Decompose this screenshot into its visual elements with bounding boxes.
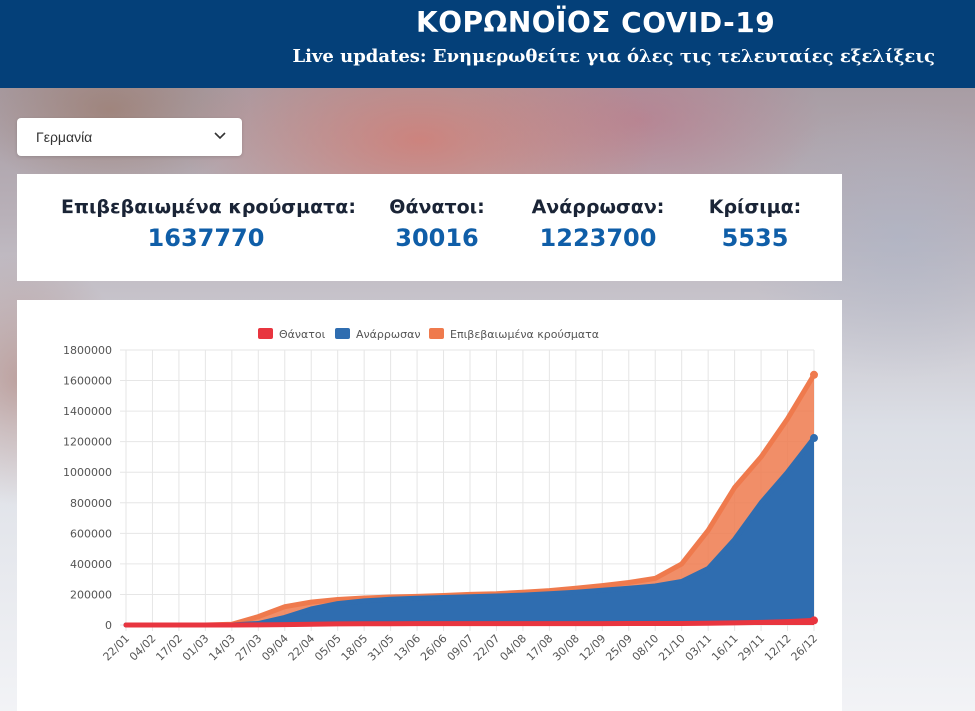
x-tick-label: 29/11 [736,632,768,664]
x-axis-labels: 22/0104/0217/0201/0314/0327/0309/0422/04… [101,632,821,664]
stat-confirmed-label: Επιβεβαιωμένα κρούσματα: [61,196,356,218]
site-header: ΚΟΡΩΝΟΪΟΣ COVID-19 Live updates: Ενημερω… [0,0,975,88]
stat-recovered-label: Ανάρρωσαν: [531,196,665,218]
legend-swatch [429,328,444,339]
chevron-down-icon [214,132,226,140]
x-tick-label: 04/08 [497,632,529,664]
area-recovered [126,438,814,625]
x-tick-label: 12/12 [762,632,794,664]
page-subtitle: Live updates: Ενημερωθείτε για όλες τις … [292,46,935,67]
stat-deaths: Θάνατοι: 30016 [382,196,492,252]
x-tick-label: 09/07 [445,632,477,664]
x-tick-label: 22/01 [101,632,133,664]
stat-critical: Κρίσιμα: 5535 [700,196,810,252]
x-tick-label: 14/03 [206,632,238,664]
x-tick-label: 13/06 [392,632,424,664]
stat-deaths-label: Θάνατοι: [389,196,485,218]
x-tick-label: 16/11 [709,632,741,664]
stat-recovered: Ανάρρωσαν: 1223700 [528,196,668,252]
legend-label: Επιβεβαιωμένα κρούσματα [450,328,599,341]
x-tick-label: 03/11 [683,632,715,664]
legend-swatch [335,328,350,339]
x-tick-label: 30/08 [550,632,582,664]
y-tick-label: 400000 [70,558,112,571]
x-tick-label: 27/03 [233,632,265,664]
y-axis-labels: 1800000 1600000 1400000 1200000 1000000 80000… [63,344,112,632]
line-deaths [123,617,817,628]
y-tick-label: 0 [105,619,112,632]
x-tick-label: 18/05 [339,632,371,664]
chart-panel: 1800000 1600000 1400000 1200000 1000000 80000… [17,300,842,711]
x-tick-label: 26/12 [789,632,821,664]
x-tick-label: 26/06 [418,632,450,664]
y-tick-label: 600000 [70,527,112,540]
chart-lines [123,370,818,628]
x-tick-label: 31/05 [365,632,397,664]
x-tick-label: 22/04 [286,632,318,664]
x-tick-label: 01/03 [180,632,212,664]
y-tick-label: 200000 [70,588,112,601]
x-tick-label: 05/05 [312,632,344,664]
point-confirmed [810,370,818,379]
x-tick-label: 12/09 [577,632,609,664]
y-tick-label: 1400000 [63,405,112,418]
stat-recovered-value: 1223700 [539,224,657,252]
country-select[interactable]: Γερμανία [17,118,242,156]
legend-swatch [258,328,273,339]
point-deaths [810,616,818,625]
stat-deaths-value: 30016 [395,224,479,252]
y-tick-label: 1800000 [63,344,112,357]
covid-area-chart: 1800000 1600000 1400000 1200000 1000000 80000… [63,328,821,664]
y-tick-label: 1200000 [63,436,112,449]
x-tick-label: 09/04 [259,632,291,664]
stat-critical-label: Κρίσιμα: [708,196,802,218]
x-tick-label: 04/02 [127,632,159,664]
x-tick-label: 25/09 [603,632,635,664]
x-tick-label: 22/07 [471,632,503,664]
x-tick-label: 08/10 [630,632,662,664]
page-title: ΚΟΡΩΝΟΪΟΣ COVID-19 [416,6,776,39]
x-tick-label: 21/10 [656,632,688,664]
point-recovered [810,434,818,443]
stat-confirmed: Επιβεβαιωμένα κρούσματα: 1637770 [61,196,356,252]
legend-label: Ανάρρωσαν [356,328,420,341]
chart-legend: Θάνατοι Ανάρρωσαν Επιβεβαιωμένα κρούσματα [258,328,599,341]
stat-confirmed-value: 1637770 [147,224,265,252]
y-tick-label: 1000000 [63,466,112,479]
stats-panel: Επιβεβαιωμένα κρούσματα: 1637770 Θάνατοι… [17,174,842,281]
country-select-value: Γερμανία [36,129,93,145]
y-tick-label: 1600000 [63,375,112,388]
legend-label: Θάνατοι [279,328,326,341]
stat-critical-value: 5535 [721,224,789,252]
y-tick-label: 800000 [70,497,112,510]
x-tick-label: 17/02 [153,632,185,664]
x-tick-label: 17/08 [524,632,556,664]
